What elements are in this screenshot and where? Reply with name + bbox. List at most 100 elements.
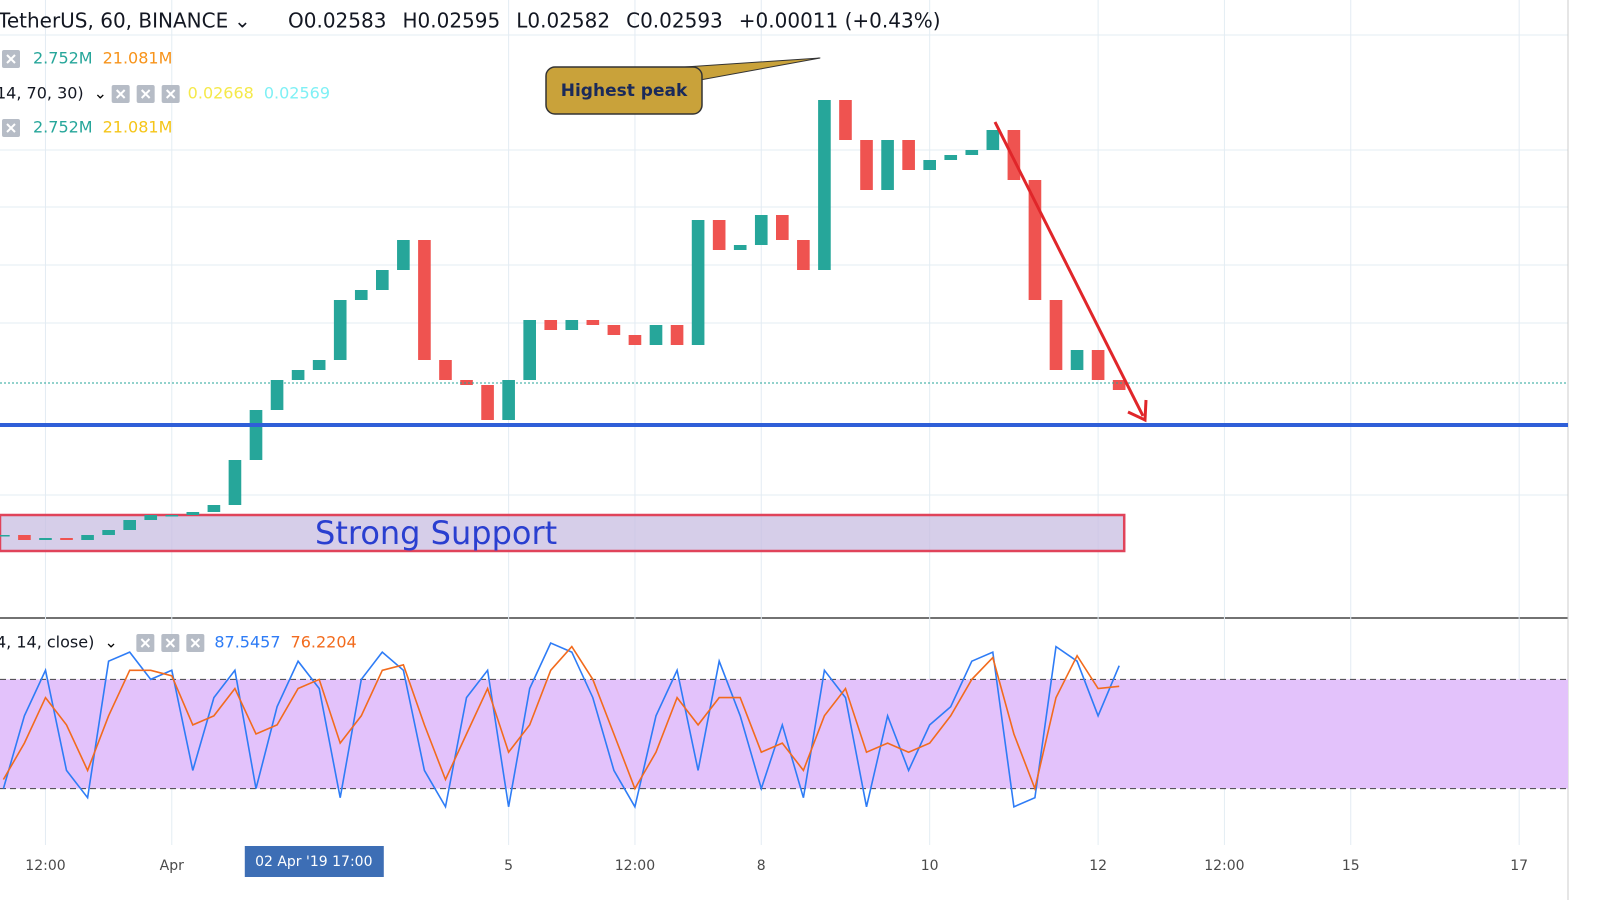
candle: [481, 385, 494, 420]
support-zone-label: Strong Support: [315, 514, 557, 552]
candle: [165, 515, 179, 517]
candle: [228, 460, 242, 505]
crosshair-label: 02 Apr '19 17:00: [255, 854, 372, 870]
candle: [733, 245, 747, 250]
x-tick-label: 12:00: [615, 858, 655, 874]
icon-glyph: [165, 89, 176, 99]
candle: [881, 140, 894, 190]
icon-glyph: [190, 638, 201, 648]
stoch-line: [2, 641, 1120, 810]
candle: [902, 140, 915, 170]
icon-glyph: [140, 638, 151, 648]
candle: [691, 220, 705, 345]
candle: [439, 360, 452, 380]
change: +0.00011 (+0.43%): [739, 9, 941, 33]
candle: [0, 535, 10, 537]
stoch-caret: ⌄: [104, 633, 117, 652]
candle: [754, 215, 768, 245]
candle: [418, 240, 431, 360]
candle: [502, 380, 515, 420]
candle: [1091, 350, 1105, 380]
candle: [1070, 350, 1084, 370]
indicator-label: 14, 70, 30): [0, 84, 84, 103]
x-tick-label: 12: [1089, 858, 1107, 874]
candle: [965, 150, 979, 155]
icon-glyph: [165, 638, 176, 648]
indicator-value: 21.081M: [103, 49, 173, 68]
trend-arrowhead: [1127, 399, 1148, 423]
candle: [565, 320, 579, 330]
stoch-band: [0, 679, 1568, 789]
trend-arrow: [993, 121, 1145, 417]
candle: [39, 538, 52, 540]
candle: [797, 240, 810, 270]
ohlc-label: O: [288, 9, 304, 33]
symbol-caret: ⌄: [234, 9, 251, 33]
ohlc-value: 0.02593: [640, 9, 723, 33]
icon-glyph: [115, 89, 126, 99]
symbol: TetherUS, 60, BINANCE: [0, 9, 228, 33]
ohlc-value: 0.02583: [304, 9, 387, 33]
icon-glyph: [140, 89, 151, 99]
candle: [102, 530, 115, 535]
stoch-label: 4, 14, close): [0, 633, 94, 652]
crosshair-label-box: [244, 846, 384, 877]
ohlc-label: L: [516, 9, 528, 33]
candle: [923, 160, 936, 170]
candle: [186, 512, 200, 515]
x-tick-label: 15: [1342, 858, 1360, 874]
ohlc-value: 0.02595: [418, 9, 501, 33]
candle: [207, 505, 221, 512]
candle: [839, 100, 852, 140]
candle: [18, 535, 31, 540]
candle: [1007, 130, 1021, 180]
candle: [60, 538, 73, 540]
x-tick-label: 5: [504, 858, 513, 874]
x-tick-label: 17: [1510, 858, 1528, 874]
candle: [523, 320, 536, 380]
indicator-caret: ⌄: [94, 84, 107, 103]
candle: [397, 240, 410, 270]
candle: [649, 325, 663, 345]
ohlc-label: C: [626, 9, 640, 33]
candle: [670, 325, 684, 345]
indicator-value: 0.02668: [188, 84, 254, 103]
icon-glyph: [6, 54, 16, 64]
candle: [986, 130, 1000, 150]
x-tick-label: 12:00: [25, 858, 65, 874]
x-tick-label: Apr: [160, 858, 184, 874]
candle: [144, 515, 158, 520]
candle: [776, 215, 789, 240]
candle: [291, 370, 305, 380]
candle: [944, 155, 958, 160]
indicator-value: 2.752M: [33, 49, 93, 68]
price-grid: [0, 34, 1568, 496]
candle: [544, 320, 558, 330]
indicator-value: 21.081M: [103, 118, 173, 137]
candle: [818, 100, 831, 270]
support-zone: [0, 513, 1126, 553]
candle: [81, 535, 94, 540]
candle: [712, 220, 726, 250]
ohlc-label: H: [402, 9, 417, 33]
candle: [333, 300, 347, 360]
icon-glyph: [6, 123, 16, 133]
x-tick-label: 10: [921, 858, 939, 874]
stoch-value: 76.2204: [291, 633, 357, 652]
stoch-line: [2, 645, 1120, 792]
candle: [312, 360, 326, 370]
candle: [249, 410, 263, 460]
callout-box: [545, 66, 703, 115]
candle: [354, 290, 368, 300]
indicator-value: 0.02569: [264, 84, 330, 103]
candle: [860, 140, 873, 190]
candle: [586, 320, 600, 325]
callout-text: Highest peak: [561, 81, 688, 101]
candle: [1028, 180, 1042, 300]
candle: [1112, 380, 1126, 390]
candle: [607, 325, 621, 335]
candle: [270, 380, 284, 410]
ohlc-value: 0.02582: [527, 9, 610, 33]
indicator-value: 2.752M: [33, 118, 93, 137]
